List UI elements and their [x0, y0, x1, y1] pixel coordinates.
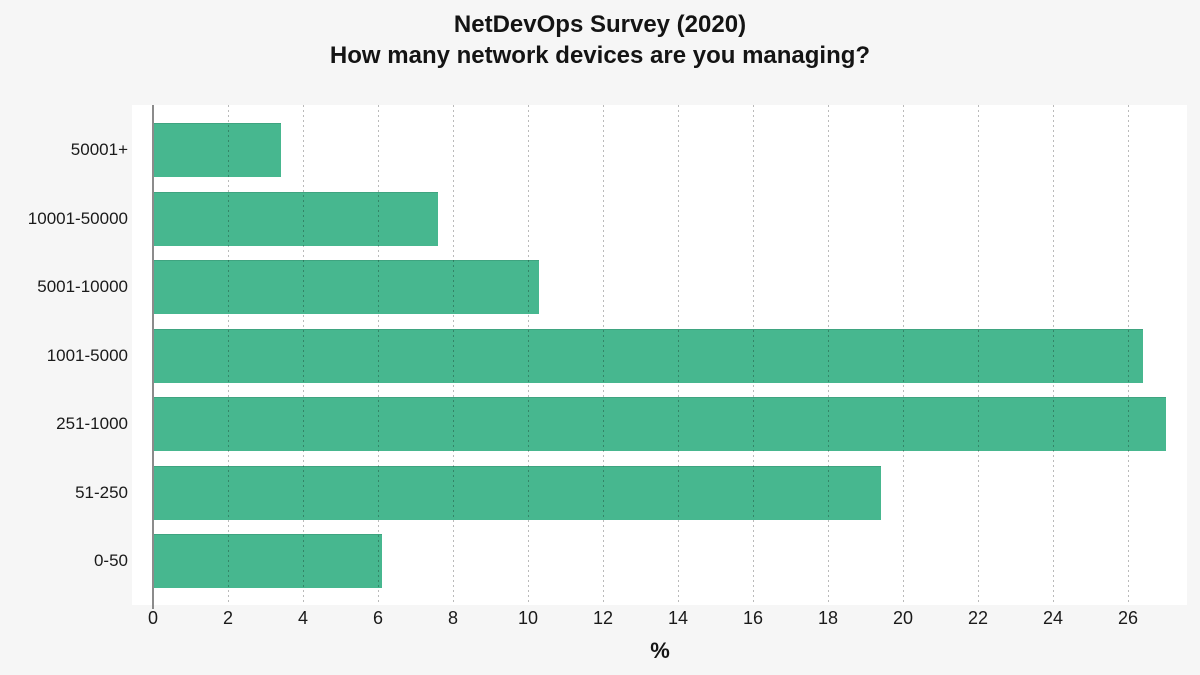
y-label-51-250: 51-250	[75, 482, 128, 502]
gridline-2	[228, 105, 229, 605]
chart-title: NetDevOps Survey (2020) How many network…	[0, 9, 1200, 71]
bar-5001-10000	[153, 260, 540, 314]
gridline-24	[1053, 105, 1054, 605]
x-tick-4: 4	[297, 608, 309, 628]
x-tick-22: 22	[967, 608, 989, 628]
bar-1001-5000	[153, 328, 1143, 383]
chart-title-line1: NetDevOps Survey (2020)	[453, 11, 747, 38]
plot-area	[132, 105, 1187, 609]
x-tick-16: 16	[742, 608, 764, 628]
gridline-14	[678, 105, 679, 605]
bar-0-50	[153, 534, 382, 588]
gridline-18	[828, 105, 829, 605]
x-tick-0: 0	[147, 608, 159, 628]
bar-251-1000	[153, 397, 1166, 451]
bar-51-250	[153, 465, 881, 520]
gridline-4	[303, 105, 304, 605]
y-label-5001-10000: 5001-10000	[37, 277, 128, 296]
gridline-26	[1128, 105, 1129, 605]
y-label-1001-5000: 1001-5000	[46, 345, 128, 365]
y-label-251-1000: 251-1000	[56, 414, 128, 433]
x-tick-8: 8	[447, 608, 459, 628]
x-tick-6: 6	[372, 608, 384, 628]
x-tick-14: 14	[667, 608, 689, 628]
gridline-12	[603, 105, 604, 605]
x-tick-18: 18	[817, 608, 839, 628]
x-tick-20: 20	[892, 608, 914, 628]
y-axis-labels: 50001+ 10001-50000 5001-10000 1001-5000 251-…	[0, 105, 128, 605]
chart-title-line2: How many network devices are you managin…	[329, 42, 871, 69]
x-tick-10: 10	[517, 608, 539, 628]
gridline-10	[528, 105, 529, 605]
y-label-50001: 50001+	[70, 140, 128, 159]
gridline-20	[903, 105, 904, 605]
x-tick-2: 2	[222, 608, 234, 628]
y-axis-line	[152, 105, 154, 609]
x-tick-26: 26	[1117, 608, 1139, 628]
gridline-22	[978, 105, 979, 605]
y-label-0-50: 0-50	[93, 551, 128, 570]
bar-50001	[153, 123, 281, 177]
y-label-10001-50000: 10001-50000	[27, 208, 128, 228]
x-tick-12: 12	[592, 608, 614, 628]
bars-layer	[153, 105, 1187, 605]
x-axis-label: %	[650, 638, 670, 663]
gridline-16	[753, 105, 754, 605]
gridline-6	[378, 105, 379, 605]
gridline-8	[453, 105, 454, 605]
bar-10001-50000	[153, 191, 438, 246]
x-tick-24: 24	[1042, 608, 1064, 628]
